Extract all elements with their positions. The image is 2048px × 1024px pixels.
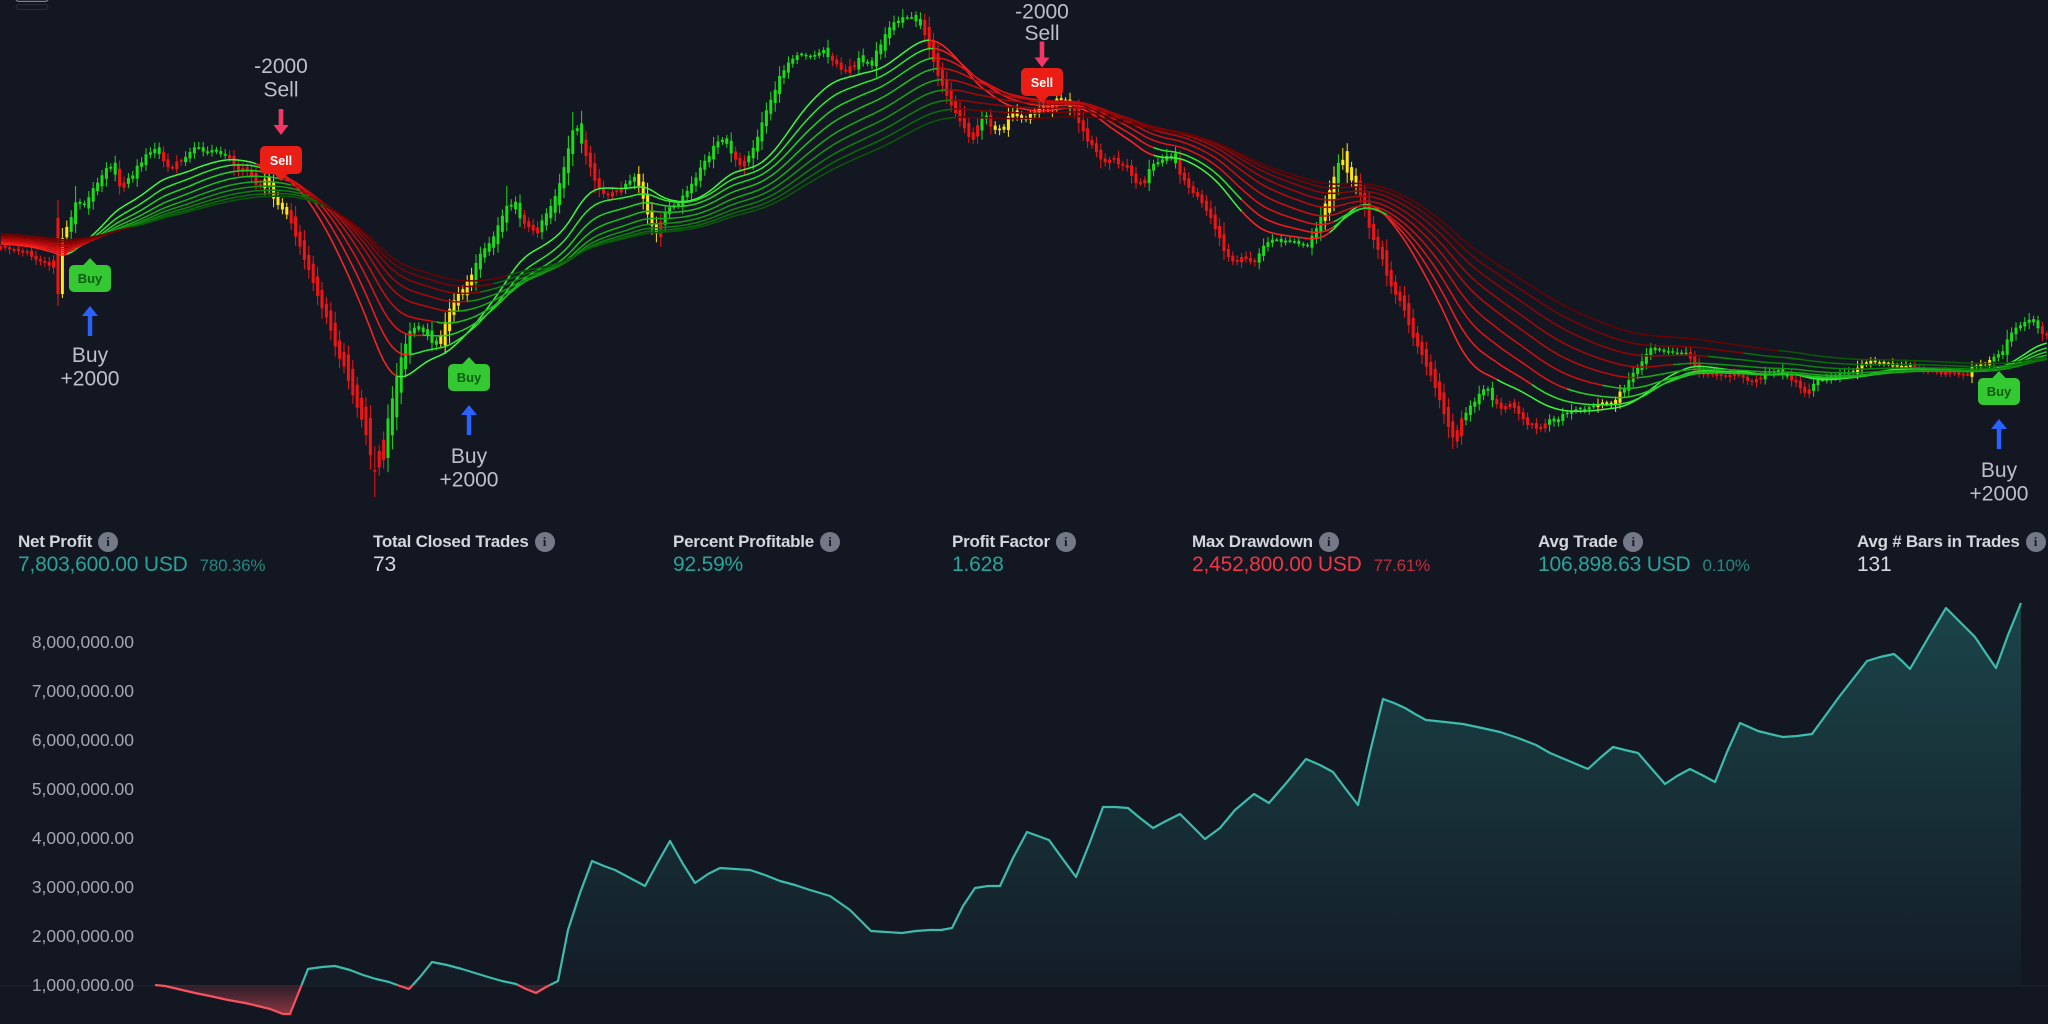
svg-text:Sell: Sell xyxy=(270,154,292,168)
svg-text:+2000: +2000 xyxy=(1970,483,2029,506)
svg-text:3,000,000.00: 3,000,000.00 xyxy=(32,877,134,897)
svg-text:1,000,000.00: 1,000,000.00 xyxy=(32,975,134,995)
svg-text:Sell: Sell xyxy=(1031,76,1053,90)
svg-text:Buy: Buy xyxy=(451,445,488,468)
svg-text:+2000: +2000 xyxy=(61,368,120,391)
svg-text:Buy: Buy xyxy=(78,271,103,286)
svg-text:8,000,000.00: 8,000,000.00 xyxy=(32,632,134,652)
svg-text:-2000: -2000 xyxy=(1015,1,1069,24)
svg-text:5,000,000.00: 5,000,000.00 xyxy=(32,779,134,799)
svg-text:Buy: Buy xyxy=(1981,459,2018,482)
svg-text:+2000: +2000 xyxy=(440,469,499,492)
svg-text:7,000,000.00: 7,000,000.00 xyxy=(32,681,134,701)
svg-text:Buy: Buy xyxy=(1987,384,2012,399)
svg-text:Sell: Sell xyxy=(1024,22,1059,45)
svg-text:2,000,000.00: 2,000,000.00 xyxy=(32,926,134,946)
svg-text:4,000,000.00: 4,000,000.00 xyxy=(32,828,134,848)
svg-text:Buy: Buy xyxy=(72,344,109,367)
svg-text:-2000: -2000 xyxy=(254,55,308,78)
svg-text:6,000,000.00: 6,000,000.00 xyxy=(32,730,134,750)
svg-text:Sell: Sell xyxy=(263,79,298,102)
svg-text:Buy: Buy xyxy=(457,370,482,385)
